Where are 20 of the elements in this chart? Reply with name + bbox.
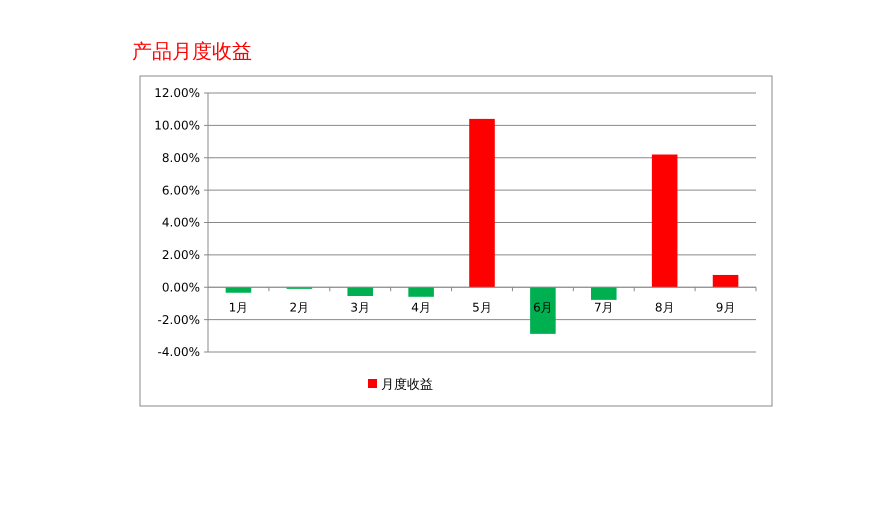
y-tick-label: -4.00% — [158, 345, 200, 360]
y-tick-label: 6.00% — [162, 183, 200, 198]
y-tick-label: 0.00% — [162, 280, 200, 294]
y-tick-label: -2.00% — [158, 312, 200, 327]
x-tick-label: 1月 — [228, 300, 248, 314]
y-tick-label: 4.00% — [162, 216, 200, 230]
x-tick-label: 3月 — [350, 300, 370, 314]
chart-title: 产品月度收益 — [132, 39, 252, 63]
x-tick-label: 8月 — [654, 300, 674, 314]
x-tick-label: 7月 — [594, 300, 614, 314]
x-tick-label: 9月 — [716, 300, 736, 314]
y-tick-label: 2.00% — [162, 248, 200, 262]
y-tick-label: 10.00% — [154, 118, 200, 133]
x-tick-label: 6月 — [533, 300, 553, 314]
x-tick-label: 5月 — [472, 300, 492, 314]
legend-label: 月度收益 — [381, 376, 433, 393]
y-tick-label: 8.00% — [162, 150, 200, 165]
x-tick-label: 2月 — [290, 300, 310, 314]
x-tick-label: 4月 — [411, 300, 431, 314]
y-tick-label: 12.00% — [154, 86, 200, 100]
